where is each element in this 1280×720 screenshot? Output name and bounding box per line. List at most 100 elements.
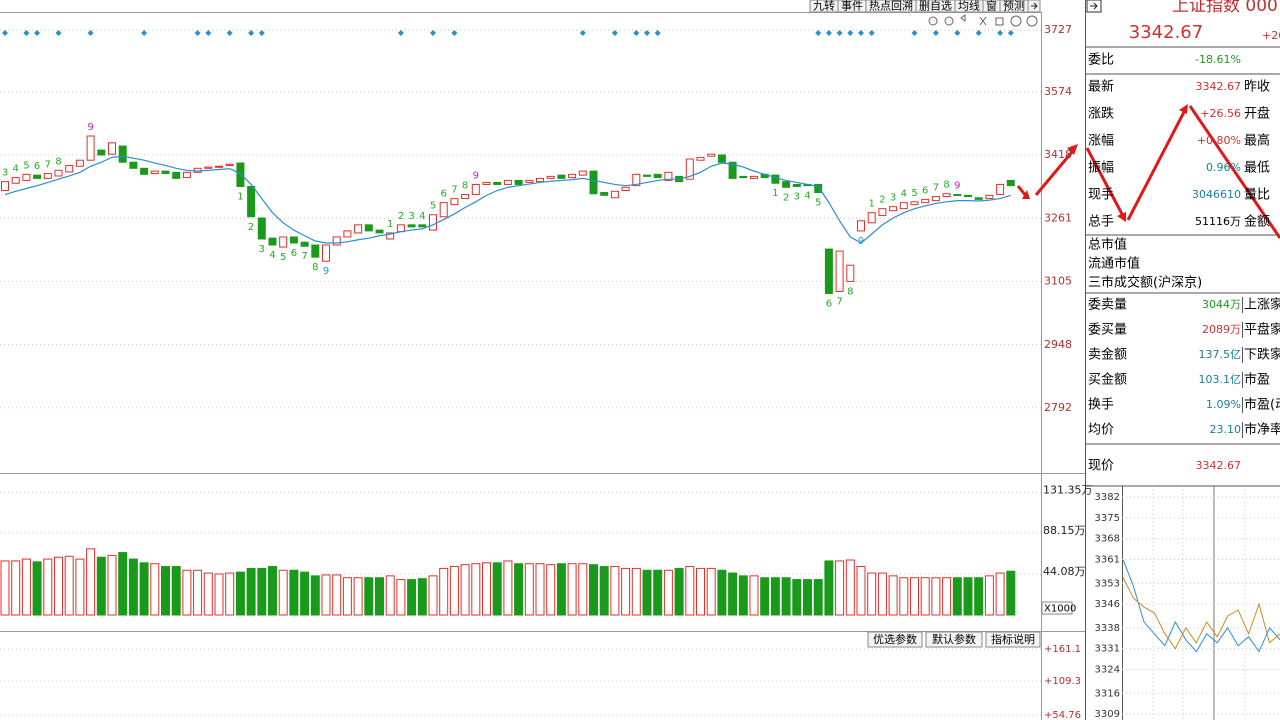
volume-bar [738,575,748,616]
row-right-label: 金额 [1244,214,1270,230]
candle [739,175,748,179]
icon[interactable] [1026,15,1038,27]
y-tick-label: 3105 [1044,274,1072,287]
td-count: 8 [847,286,853,297]
candle [814,183,823,194]
icon[interactable] [1010,15,1022,27]
icon[interactable] [995,17,1004,26]
td-count: 5 [280,252,286,263]
row-right-label: 上涨家 [1244,297,1280,313]
signal-marker [825,30,832,36]
volume-bar [674,567,684,616]
volume-bar [931,577,941,616]
y-tick-label: 2792 [1044,401,1072,414]
row-label: 买金额 [1088,372,1127,388]
signal-marker [258,30,265,36]
signal-marker [997,30,1004,36]
td-count: 7 [301,251,307,262]
candle [343,230,352,238]
y-tick-label: +54.76 [1044,710,1081,720]
icon[interactable] [928,16,938,26]
toolbar-label: 窗 [986,0,997,13]
candle [503,179,512,185]
icon [1090,2,1098,10]
volume-bar [599,566,609,616]
candle [257,217,266,240]
td-count: 1 [387,219,393,230]
y-tick-label: 3338 [1095,623,1120,634]
candle [407,224,416,228]
volume-bar [182,569,192,616]
volume-bar [278,569,288,616]
volume-bar [631,567,641,616]
candle [514,179,523,185]
signal-marker [911,30,918,36]
indicator-button[interactable] [985,631,1041,648]
row-label: 最新 [1088,79,1114,95]
icon[interactable] [960,14,966,22]
row-right-label: 市盈(动 [1244,397,1280,413]
y-tick-label: 3346 [1095,599,1120,610]
td-count: 4 [804,191,810,202]
volume-bar [920,577,930,616]
candle [268,237,277,246]
indicator-button[interactable] [867,631,923,648]
candle [108,142,116,155]
candle [375,229,384,234]
candle [1,181,9,192]
volume-bar [535,563,545,616]
candle [878,208,887,217]
row-value: 0.96% [1206,161,1241,174]
volume-bar [0,560,10,616]
td-count: 2 [248,222,254,233]
icon[interactable] [979,16,987,26]
volume-bar [449,566,459,616]
candle [867,212,876,224]
row-right-label: 最低 [1244,161,1270,176]
td-count: 5 [815,198,821,209]
candle [771,174,780,184]
candle [161,170,170,175]
toolbar-label: 删自选 [919,0,952,13]
candle [150,170,159,175]
candle [471,183,480,196]
volume-bar [364,577,374,616]
volume-bar [803,579,812,616]
row-label: 振幅 [1088,161,1114,176]
toolbar-button[interactable] [809,0,839,13]
candle [450,198,459,206]
volume-bar [888,575,898,616]
signal-marker [611,30,618,36]
arrow-head [1117,212,1126,222]
signal-marker [932,30,939,36]
volume-bar [417,578,427,616]
icon[interactable] [944,16,954,26]
volume-bar [492,562,502,616]
volume-bar [86,548,96,616]
indicator-button[interactable] [925,631,983,648]
volume-bar [952,577,962,616]
candle [193,167,202,173]
volume-bar [610,566,620,616]
row-label: 现价 [1088,459,1114,474]
candle [300,241,309,247]
volume-bar [514,563,524,616]
row-label: 委比 [1088,53,1114,68]
td-count: 3 [890,193,896,204]
row-label: 委买量 [1088,323,1127,338]
volume-bar [653,569,663,616]
row-label: 总市值 [1088,237,1127,253]
volume-bar [139,562,149,616]
volume-bar [696,567,705,616]
signal-marker [430,30,436,36]
td-count: 5 [23,160,29,171]
td-count: 2 [879,195,885,206]
candle [696,156,705,161]
toolbar-label: 热点回溯 [869,0,913,13]
candle [86,135,95,161]
signal-marker [847,30,854,36]
volume-bar [792,579,802,616]
signal-marker [226,30,233,36]
td-count: 6 [922,185,928,196]
volume-bar [375,577,384,616]
